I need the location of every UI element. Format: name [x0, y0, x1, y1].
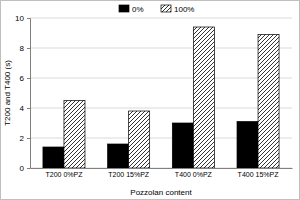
y-tick-label: 6: [20, 74, 25, 83]
bars: [43, 27, 279, 168]
y-tick-label: 0: [20, 164, 25, 173]
y-axis: 0 2 4 6 8 10: [15, 14, 30, 173]
grid-line: [30, 18, 292, 19]
bar: [172, 123, 193, 168]
chart-frame: [1, 1, 300, 200]
y-tick: 2: [20, 134, 30, 143]
y-tick-mark: [27, 138, 30, 139]
y-tick-label: 8: [20, 44, 25, 53]
legend-item: 100%: [161, 5, 194, 14]
y-tick-label: 10: [15, 14, 24, 23]
x-tick: T200 15%PZ: [108, 168, 150, 178]
x-tick-label: T200 0%PZ: [45, 171, 83, 178]
y-tick: 0: [20, 164, 30, 173]
x-tick-label: T400 15%PZ: [238, 171, 280, 178]
legend-swatch: [161, 5, 171, 12]
bar: [237, 122, 258, 169]
grid-line: [30, 48, 292, 49]
y-tick-label: 2: [20, 134, 25, 143]
bar: [64, 101, 85, 169]
bar: [108, 144, 129, 168]
legend-swatch: [119, 5, 129, 12]
y-tick: 10: [15, 14, 30, 23]
y-tick: 8: [20, 44, 30, 53]
y-axis-title: T200 and T400 (s): [3, 60, 12, 126]
x-axis-title: Pozzolan content: [130, 188, 192, 197]
x-axis-line: [31, 168, 293, 169]
y-tick-mark: [27, 48, 30, 49]
bar: [43, 147, 64, 168]
y-tick: 6: [20, 74, 30, 83]
bar: [193, 27, 214, 168]
y-tick-mark: [27, 108, 30, 109]
plot: 0 2 4 6 8 10 T200 0%PZ T200 15%PZ T400 0%PZ T400 …: [15, 14, 292, 178]
legend: 0% 100%: [119, 5, 194, 14]
y-tick-mark: [27, 18, 30, 19]
grid: [30, 18, 292, 168]
y-tick-mark: [27, 78, 30, 79]
x-tick-label: T400 0%PZ: [175, 171, 213, 178]
x-tick-label: T200 15%PZ: [108, 171, 150, 178]
x-tick: T400 0%PZ: [175, 168, 213, 178]
y-axis-line: [27, 19, 31, 169]
x-axis: T200 0%PZ T200 15%PZ T400 0%PZ T400 15%PZ: [31, 168, 293, 178]
chart: 0 2 4 6 8 10 T200 0%PZ T200 15%PZ T400 0%PZ T400 …: [0, 0, 300, 200]
y-tick-label: 4: [20, 104, 25, 113]
bar: [129, 111, 150, 168]
x-tick: T400 15%PZ: [238, 168, 280, 178]
x-tick: T200 0%PZ: [45, 168, 83, 178]
legend-label: 100%: [174, 5, 194, 14]
legend-item: 0%: [119, 5, 144, 14]
y-tick: 4: [20, 104, 30, 113]
y-tick-mark: [27, 168, 30, 169]
grid-line: [30, 78, 292, 79]
bar: [258, 35, 279, 169]
legend-label: 0%: [132, 5, 144, 14]
